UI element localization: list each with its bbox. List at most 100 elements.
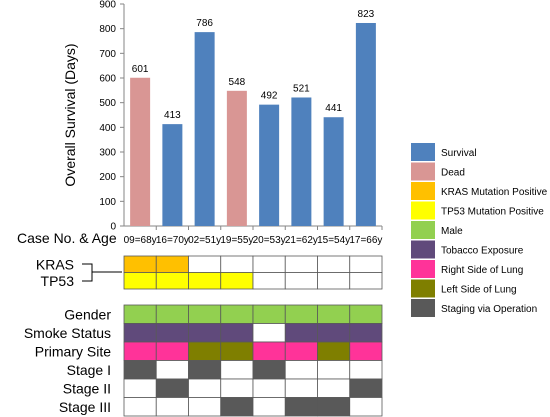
grid-cell	[188, 323, 222, 343]
grid-cell	[188, 255, 222, 273]
bar	[291, 97, 312, 226]
grid-cell	[155, 397, 189, 417]
grid-cell	[349, 341, 383, 361]
row-label: Smoke Status	[24, 325, 111, 341]
grid-cell	[220, 272, 254, 290]
legend-swatch	[411, 182, 435, 200]
legend-swatch	[411, 299, 435, 317]
grid-cell	[317, 341, 351, 361]
grid-cell	[123, 304, 157, 324]
bar	[259, 104, 280, 226]
bar-value-label: 786	[196, 18, 213, 29]
grid-cell	[188, 304, 222, 324]
grid-cell	[349, 323, 383, 343]
row-label: KRAS	[36, 256, 74, 272]
grid-cell	[317, 304, 351, 324]
y-tick-label: 700	[99, 49, 116, 60]
grid-cell	[220, 323, 254, 343]
y-tick-label: 300	[99, 148, 116, 159]
grid-cell	[188, 378, 222, 398]
legend-label: Male	[441, 226, 463, 237]
grid-cell	[349, 378, 383, 398]
legend-label: Tobacco Exposure	[441, 246, 524, 257]
y-axis-ticks: 0 100 200 300 400 500 600 700 800 900	[99, 0, 124, 233]
y-tick-label: 800	[99, 24, 116, 35]
x-category-label: 21=62y	[285, 235, 318, 246]
grid-cell	[317, 378, 351, 398]
legend-label: TP53 Mutation Positive	[441, 207, 544, 218]
grid-cell	[123, 397, 157, 417]
grid-cell	[252, 255, 286, 273]
x-category-label: 15=54y	[317, 235, 350, 246]
y-tick-label: 0	[110, 222, 116, 233]
grid-cell	[155, 323, 189, 343]
grid-cell	[220, 360, 254, 380]
bar	[130, 77, 151, 227]
x-axis-categories: 09=68y 16=70y 02=51y 19=55y 20=53y 21=62y 15=5…	[124, 226, 383, 246]
grid-cell	[123, 272, 157, 290]
grid-cell	[188, 397, 222, 417]
grid-cell	[188, 360, 222, 380]
grid-cell	[220, 255, 254, 273]
grid-cell	[284, 378, 318, 398]
grid-cell	[252, 341, 286, 361]
legend-label: Left Side of Lung	[441, 285, 517, 296]
grid-cell	[123, 255, 157, 273]
legend-swatch	[411, 201, 435, 220]
grid-cell	[252, 360, 286, 380]
x-axis-label: Case No. & Age	[17, 230, 117, 246]
grid-cell	[252, 272, 286, 290]
legend-swatch	[411, 162, 435, 181]
grid-cell	[284, 323, 318, 343]
row-label: Stage II	[63, 380, 111, 396]
grid-cell	[284, 341, 318, 361]
grid-cell	[317, 323, 351, 343]
y-tick-label: 200	[99, 172, 116, 183]
row-label: Primary Site	[35, 343, 111, 359]
grid-cell	[349, 272, 383, 290]
bar-value-label: 548	[229, 77, 246, 88]
grid-cell	[220, 304, 254, 324]
grid-cell	[252, 323, 286, 343]
grid-cell	[123, 341, 157, 361]
grid-cell	[284, 360, 318, 380]
bar	[194, 32, 215, 227]
x-category-label: 17=66y	[349, 235, 382, 246]
grid-cell	[252, 378, 286, 398]
legend-label: Dead	[441, 168, 465, 179]
grid-cell	[155, 255, 189, 273]
legend-label: KRAS Mutation Positive	[441, 187, 548, 198]
bar	[323, 117, 344, 226]
legend-swatch	[411, 240, 435, 259]
grid-cell	[349, 304, 383, 324]
y-axis-label: Overall Survival (Days)	[62, 43, 78, 186]
grid-cell	[349, 360, 383, 380]
x-category-label: 09=68y	[124, 235, 157, 246]
bar-value-label: 823	[358, 9, 375, 20]
legend-label: Right Side of Lung	[441, 265, 523, 276]
grid-cell	[123, 378, 157, 398]
legend-swatch	[411, 279, 435, 298]
bar-value-label: 601	[132, 64, 149, 75]
x-category-label: 19=55y	[220, 235, 253, 246]
x-category-label: 16=70y	[156, 235, 189, 246]
bar-value-label: 441	[325, 103, 342, 114]
grid-cell	[220, 378, 254, 398]
grid-cell	[155, 378, 189, 398]
y-tick-label: 400	[99, 123, 116, 134]
legend-label: Survival	[441, 148, 477, 159]
grid-cell	[284, 397, 318, 417]
y-tick-label: 500	[99, 98, 116, 109]
y-axis-title: Overall Survival (Days)	[62, 43, 78, 186]
row-label: Stage III	[59, 399, 111, 415]
grid-cell	[155, 360, 189, 380]
grid-cell	[349, 255, 383, 273]
grid-cell	[252, 304, 286, 324]
bar	[226, 90, 247, 227]
legend-label: Staging via Operation	[441, 304, 537, 315]
bar	[355, 22, 376, 227]
y-tick-label: 900	[99, 0, 116, 11]
bar-value-label: 521	[293, 83, 310, 94]
grid-cell	[220, 341, 254, 361]
